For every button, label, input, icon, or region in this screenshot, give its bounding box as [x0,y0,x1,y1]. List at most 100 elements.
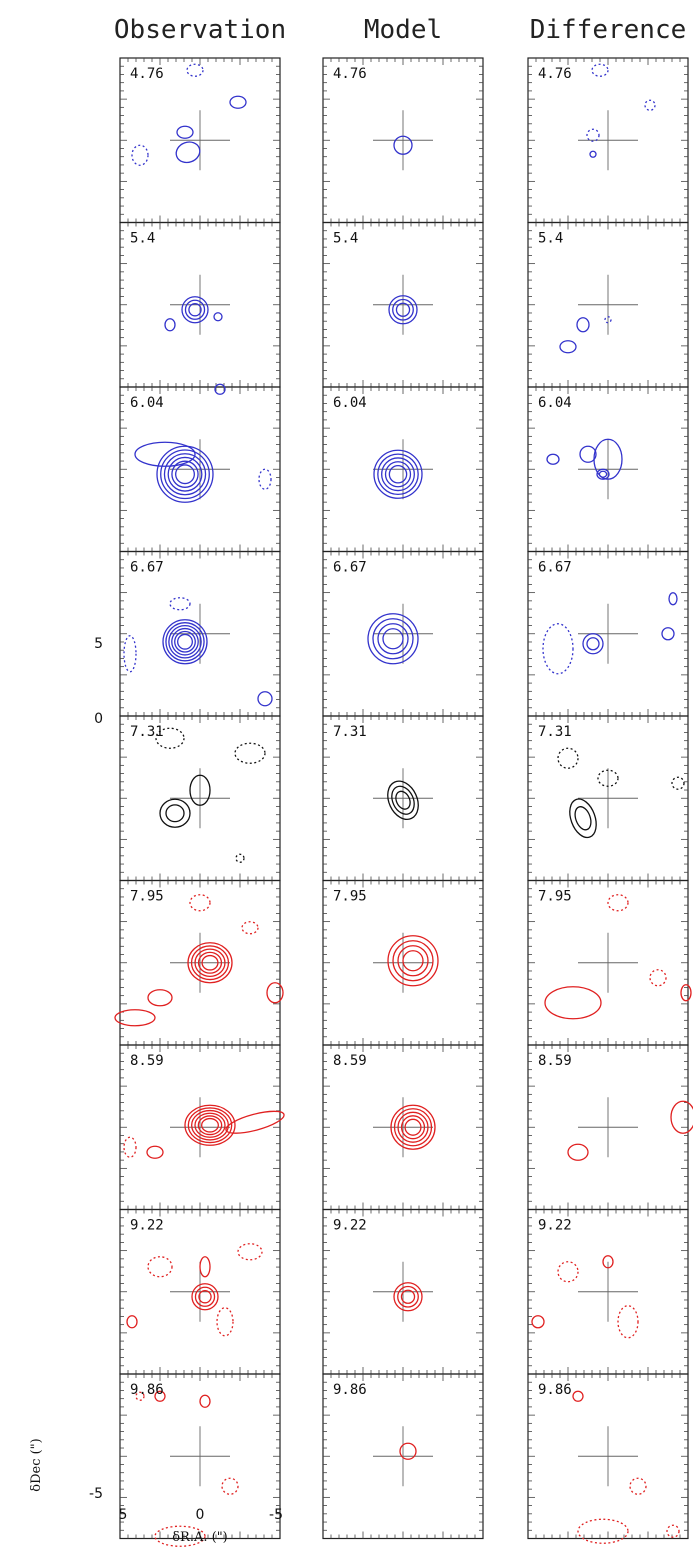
negative-contour [557,1261,579,1283]
positive-contour [114,1009,156,1027]
panel-difference-8.59: 8.59 [527,1044,693,1211]
negative-contour [147,1256,173,1278]
positive-contour [171,460,199,488]
positive-contour [165,622,205,662]
velocity-label: 5.4 [333,231,358,247]
panel-difference-7.31: 7.31 [527,715,689,882]
negative-contour [649,969,667,987]
positive-contour [544,986,602,1020]
y-tick-label: 5 [94,636,103,652]
panel-difference-4.76: 4.76 [527,57,689,224]
negative-contour [617,1305,639,1339]
positive-contour [162,619,208,665]
positive-contour [177,633,193,650]
negative-contour [644,99,656,111]
positive-contour [214,383,226,395]
positive-contour [392,940,434,982]
positive-contour [257,691,273,707]
positive-contour [372,618,414,660]
positive-contour [388,464,408,484]
velocity-label: 7.31 [538,724,572,740]
positive-contour [188,303,202,317]
y-axis-label: δDec (") [29,1438,44,1491]
panel-grid: 4.76 4.76 4.76 5.4 5.4 5.4 6.04 6.04 6.04 6.67 6.6… [114,57,693,1547]
positive-contour [392,298,414,321]
negative-contour [557,747,579,769]
panel-difference-7.95: 7.95 [527,879,692,1046]
positive-contour [187,1107,233,1144]
positive-contour [576,317,590,333]
panel-observation-4.76: 4.76 [119,57,281,224]
positive-contour [191,1109,229,1141]
negative-contour [169,597,191,611]
velocity-label: 9.86 [130,1382,164,1398]
positive-contour [201,954,219,971]
positive-contour [134,441,196,467]
positive-contour [174,630,196,653]
positive-contour [190,945,230,981]
velocity-label: 9.22 [130,1218,164,1234]
velocity-label: 9.22 [333,1218,367,1234]
positive-contour [159,798,191,828]
positive-contour [175,464,195,485]
positive-contour [225,1110,285,1134]
negative-contour [186,63,204,77]
negative-contour [586,128,600,142]
positive-contour [393,1282,423,1312]
negative-contour [154,1525,206,1547]
positive-contour [393,1108,433,1147]
negative-contour [597,769,619,787]
velocity-label: 4.76 [333,66,367,82]
panel-model-6.67: 6.67 [322,550,484,717]
positive-contour [176,125,194,139]
positive-contour [382,628,404,650]
positive-contour [187,942,233,984]
column-title-model: Model [364,15,442,45]
negative-contour [629,1477,647,1495]
panel-model-7.95: 7.95 [322,879,484,1046]
positive-contour [567,1143,589,1161]
positive-contour [589,150,597,158]
velocity-label: 9.86 [333,1382,367,1398]
positive-contour [668,592,678,606]
panel-observation-5.4: 5.4 [119,221,281,388]
positive-contour [572,1390,584,1402]
positive-contour [160,449,210,500]
velocity-label: 7.95 [538,889,572,905]
positive-contour [387,935,439,987]
column-title-difference: Difference [530,15,687,45]
negative-contour [671,776,685,790]
positive-contour [546,453,560,465]
panel-difference-9.86: 9.86 [527,1373,689,1544]
y-tick-label: 0 [94,711,103,727]
positive-contour [574,806,592,831]
velocity-label: 7.31 [130,724,164,740]
positive-contour [579,445,597,463]
positive-contour [164,318,176,332]
positive-contour [384,461,412,488]
velocity-label: 6.04 [538,395,572,411]
positive-contour [586,637,600,651]
positive-contour [400,1289,416,1304]
velocity-label: 7.95 [130,889,164,905]
positive-contour [582,633,604,655]
panel-observation-9.22: 9.22 [119,1208,281,1375]
positive-contour [559,340,577,354]
positive-contour [393,135,413,155]
positive-contour [397,945,429,977]
positive-contour [395,302,411,317]
positive-contour [197,1115,223,1136]
negative-contour [258,468,272,490]
panel-model-4.76: 4.76 [322,57,484,224]
panel-model-6.04: 6.04 [322,386,484,553]
positive-contour [390,1104,436,1150]
positive-contour [399,1442,417,1460]
negative-contour [235,853,245,863]
negative-contour [577,1518,629,1544]
y-tick-label: -5 [89,1486,103,1502]
panel-difference-6.04: 6.04 [527,386,689,553]
velocity-label: 5.4 [130,231,155,247]
velocity-label: 8.59 [538,1053,572,1069]
positive-contour [163,453,207,496]
